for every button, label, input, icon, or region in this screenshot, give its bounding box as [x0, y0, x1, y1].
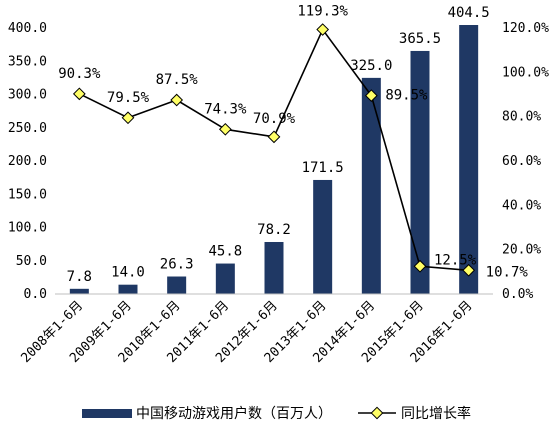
line-data-label: 12.5%	[434, 252, 477, 268]
line-marker	[364, 89, 378, 102]
left-axis-tick-label: 50.0	[16, 254, 47, 269]
bar	[313, 179, 333, 294]
legend-line-marker	[370, 406, 384, 420]
bar	[215, 263, 235, 294]
left-axis-tick-label: 150.0	[8, 187, 47, 202]
right-axis-tick-label: 120.0%	[502, 21, 549, 36]
bar	[264, 241, 284, 294]
left-axis-tick-label: 250.0	[8, 121, 47, 136]
right-axis-tick-label: 80.0%	[502, 110, 541, 125]
line-marker	[267, 130, 281, 144]
line-data-label: 74.3%	[204, 101, 247, 117]
bar-data-label: 404.5	[448, 5, 490, 21]
bar-data-label: 45.8	[208, 244, 242, 260]
bar-data-label: 14.0	[111, 265, 145, 281]
bar-data-label: 171.5	[302, 160, 344, 176]
left-axis-tick-label: 300.0	[8, 88, 47, 103]
bar	[459, 25, 479, 294]
line-data-label: 119.3%	[297, 4, 348, 20]
line-data-labels: 90.3% 79.5% 87.5% 74.3% 70.9% 119.3% 89.5% 12.5…	[58, 4, 528, 281]
line-data-label: 89.5%	[385, 88, 428, 104]
line-series	[72, 23, 476, 277]
line-marker	[72, 87, 86, 101]
left-axis-tick-label: 350.0	[8, 54, 47, 69]
right-axis-tick-label: 20.0%	[502, 243, 541, 258]
line-data-label: 70.9%	[253, 111, 296, 127]
bar	[410, 50, 430, 294]
right-axis-tick-label: 40.0%	[502, 198, 541, 213]
bar-data-label: 325.0	[350, 58, 392, 74]
bar	[167, 276, 187, 294]
legend-line-label: 同比增长率	[401, 405, 471, 422]
line-marker	[462, 263, 476, 277]
bar-data-labels: 7.8 14.0 26.3 45.8 78.2 171.5 325.0 365.5 404.5	[67, 5, 490, 285]
right-axis-tick-label: 100.0%	[502, 65, 549, 80]
line-marker	[413, 259, 427, 273]
bar-data-label: 78.2	[257, 222, 291, 238]
legend-bar-label: 中国移动游戏用户数（百万人）	[136, 405, 332, 422]
right-axis-tick-label: 60.0%	[502, 154, 541, 169]
line-marker	[121, 111, 135, 125]
line-marker	[170, 93, 184, 107]
line-data-label: 10.7%	[486, 264, 529, 280]
bar	[69, 288, 89, 294]
bar-series	[69, 25, 479, 294]
bar-data-label: 365.5	[399, 31, 441, 47]
line-marker	[316, 23, 330, 36]
line-marker	[218, 122, 232, 136]
left-axis-tick-label: 400.0	[8, 21, 47, 36]
bar-data-label: 7.8	[67, 269, 92, 285]
line-data-label: 79.5%	[107, 90, 150, 106]
bar	[361, 77, 381, 294]
line-data-label: 87.5%	[156, 72, 199, 88]
x-axis: 2008年1-6月2009年1-6月2010年1-6月2011年1-6月2012…	[18, 293, 493, 366]
right-axis-tick-label: 0.0%	[502, 287, 533, 302]
line-data-label: 90.3%	[58, 66, 101, 82]
left-axis: 0.0 50.0 100.0 150.0 200.0 250.0 300.0 350.0 400…	[8, 21, 47, 302]
left-axis-tick-label: 100.0	[8, 221, 47, 236]
left-axis-tick-label: 200.0	[8, 154, 47, 169]
left-axis-tick-label: 0.0	[24, 287, 47, 302]
right-axis: 0.0% 20.0% 40.0% 60.0% 80.0% 100.0% 120.0%	[502, 21, 549, 302]
bar	[118, 284, 138, 294]
legend-bar-swatch	[82, 409, 132, 418]
bar-data-label: 26.3	[160, 257, 194, 273]
legend: 中国移动游戏用户数（百万人） 同比增长率	[82, 405, 471, 422]
